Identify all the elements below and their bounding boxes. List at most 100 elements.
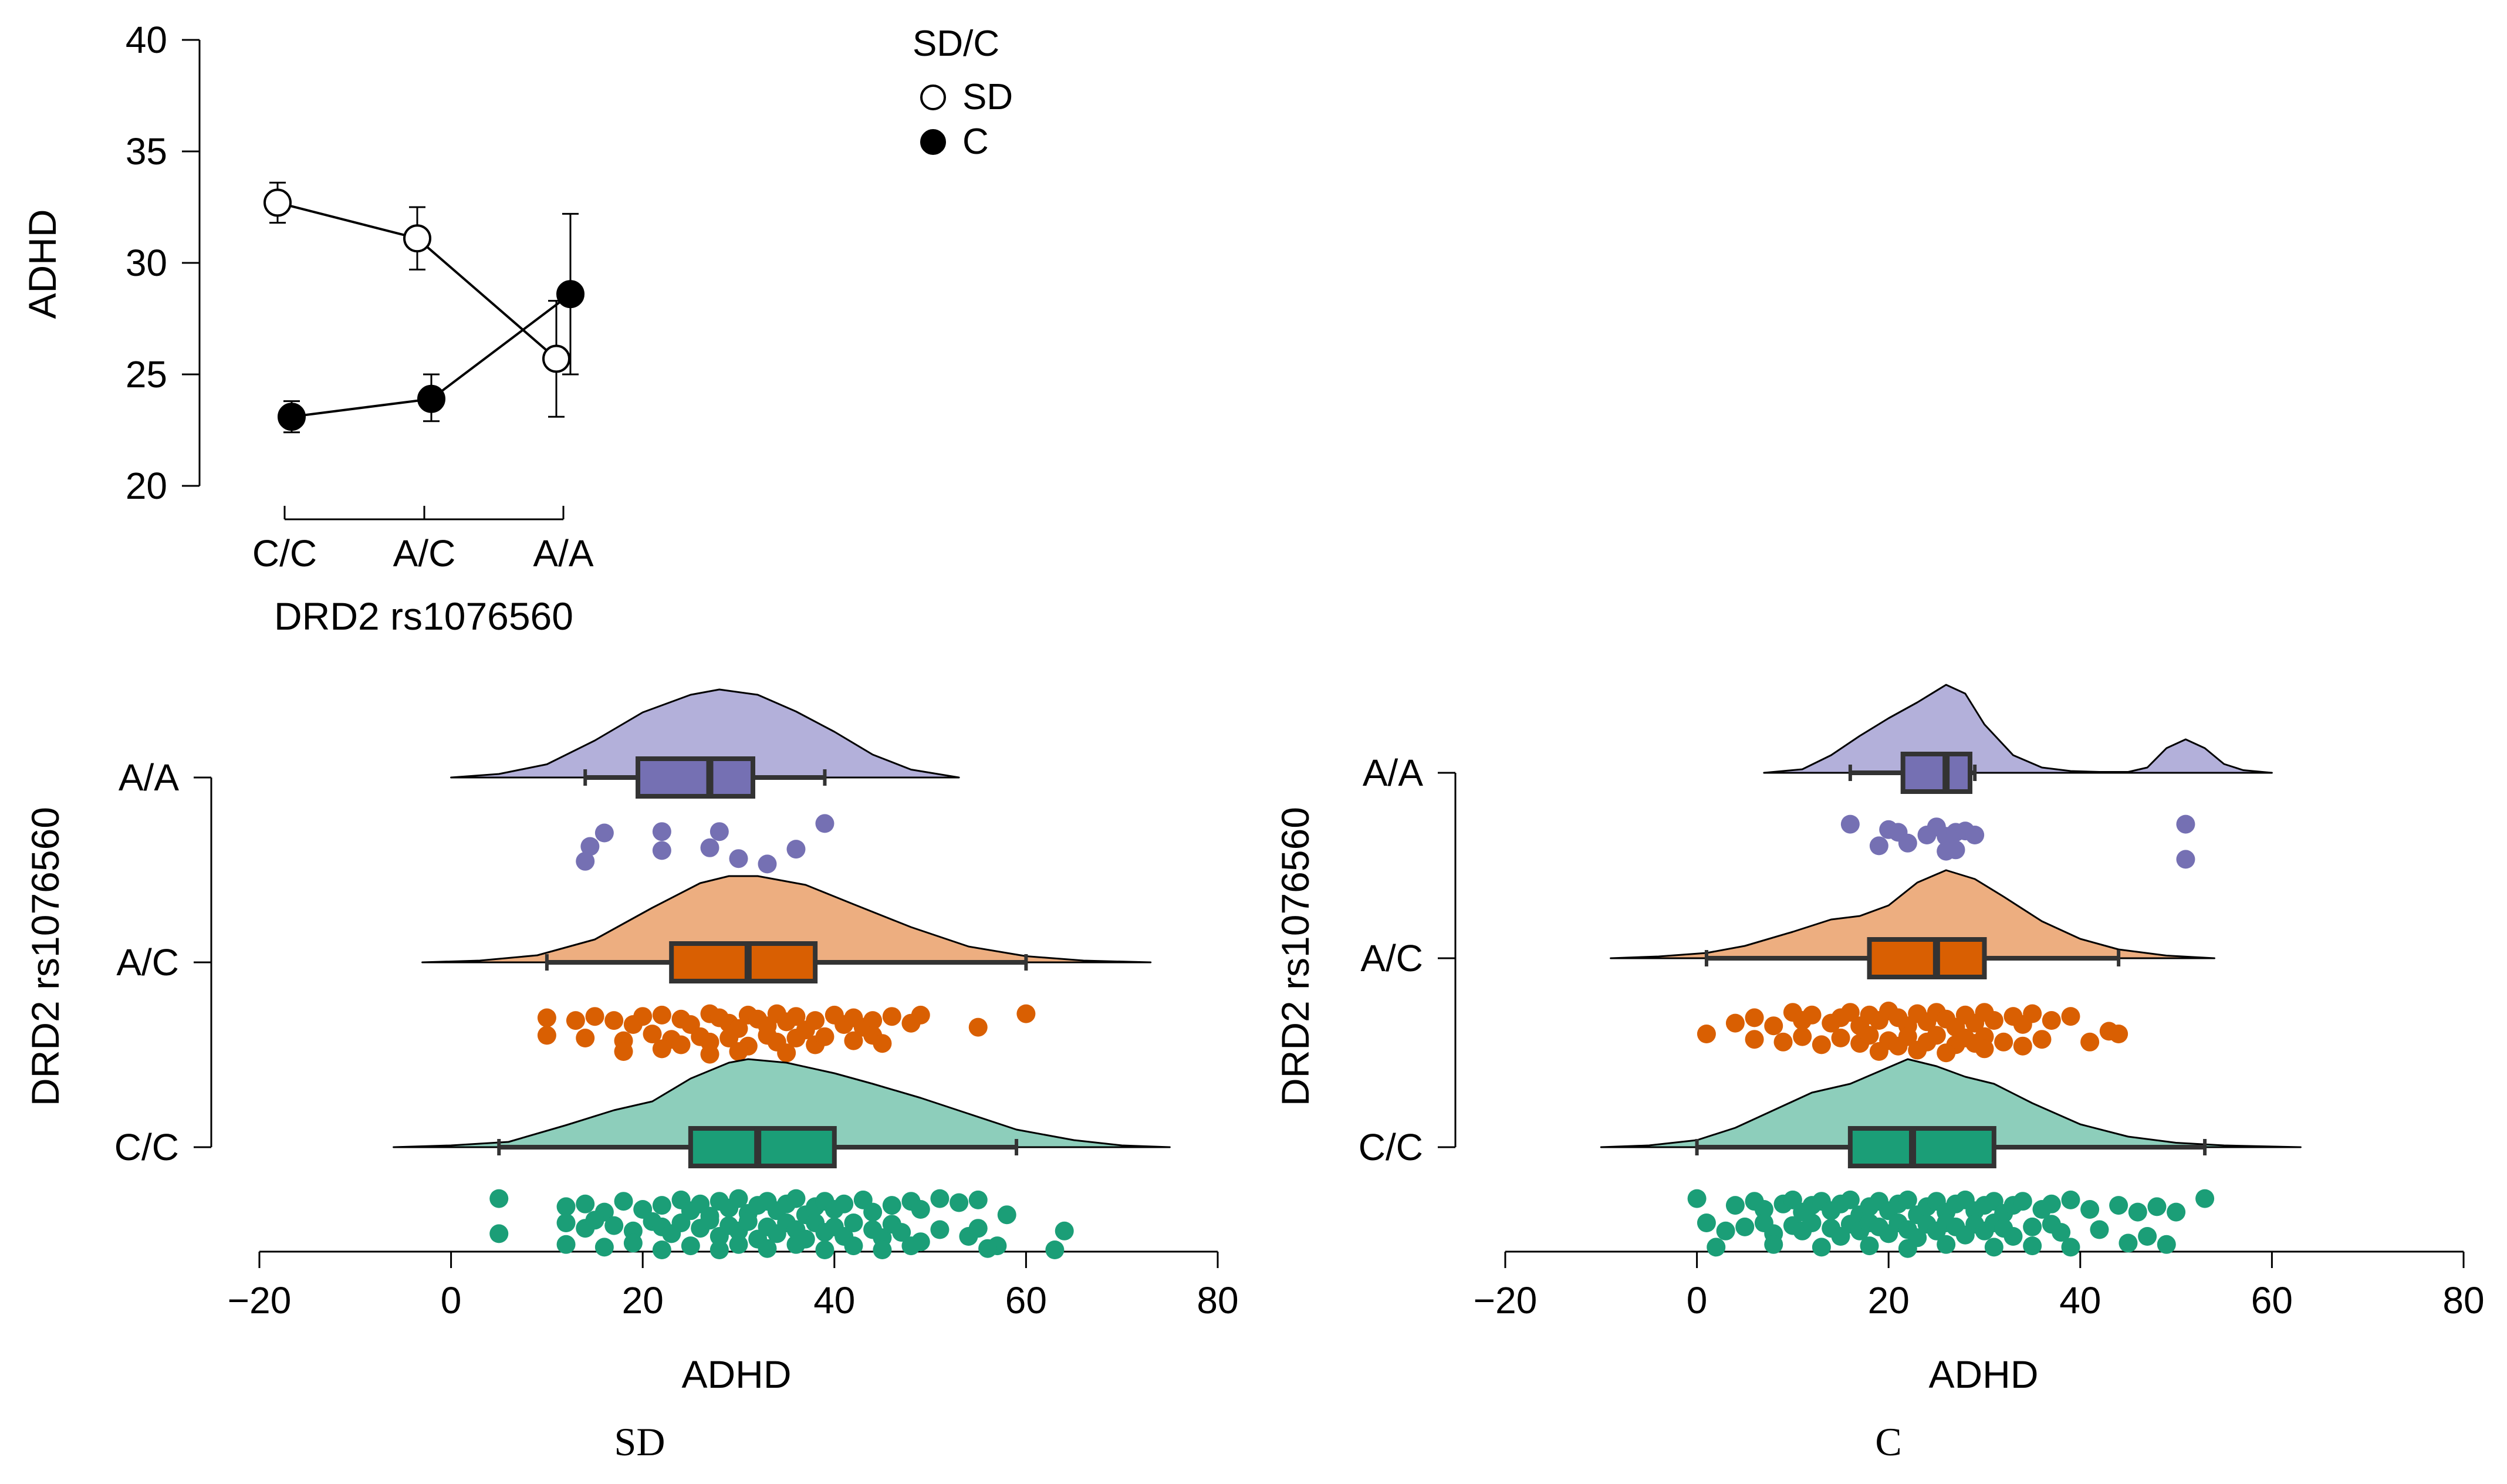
rain-point-ac <box>1860 1026 1879 1045</box>
rain-point-cc <box>2042 1194 2061 1213</box>
rain-point-cc <box>968 1219 988 1238</box>
rain-point-cc <box>1860 1236 1879 1256</box>
rain-point-ac <box>2042 1011 2061 1030</box>
raincloud-c: A/A A/C C/C −20 0 20 40 60 80 DRD2 rs1076560 AD… <box>1273 684 2485 1464</box>
box-ac <box>669 941 818 983</box>
rain-point-ac <box>537 1026 556 1045</box>
rain-point-cc <box>1055 1221 1074 1240</box>
rain-point-aa <box>594 823 614 843</box>
rain-point-ac <box>2032 1030 2052 1049</box>
rain-point-cc <box>556 1235 576 1254</box>
y-tick-label: A/C <box>1360 937 1423 979</box>
raincloud-sd-y-label: DRD2 rs1076560 <box>23 807 67 1106</box>
box-cc <box>1847 1126 1996 1168</box>
panel-label-sd: SD <box>614 1419 665 1464</box>
rain-point-cc <box>1754 1200 1773 1219</box>
rain-point-cc <box>594 1238 614 1257</box>
rain-point-cc <box>700 1211 719 1230</box>
rain-point-cc <box>652 1196 671 1215</box>
rain-point-ac <box>576 1029 595 1047</box>
rain-point-cc <box>911 1200 930 1219</box>
y-tick-label: 20 <box>126 465 167 507</box>
x-tick-label: A/C <box>393 532 456 574</box>
rain-point-cc <box>1716 1221 1735 1240</box>
rain-point-cc <box>1984 1238 2003 1257</box>
rain-point-ac <box>643 1025 662 1044</box>
data-point-sd <box>542 344 570 373</box>
rain-point-ac <box>968 1017 988 1037</box>
rain-point-ac <box>537 1008 556 1027</box>
rain-point-aa <box>758 854 777 874</box>
rain-point-cc <box>729 1235 748 1254</box>
rain-point-aa <box>700 838 719 857</box>
rain-point-ac <box>1745 1030 1764 1049</box>
rain-point-cc <box>930 1220 950 1239</box>
x-tick-label: 80 <box>1197 1279 1238 1321</box>
raincloud-sd-groups <box>393 688 1171 1259</box>
rain-point-ac <box>1908 1040 1927 1060</box>
rain-point-cc <box>968 1190 988 1209</box>
rain-point-aa <box>729 849 748 868</box>
y-tick-label: 40 <box>126 19 167 61</box>
rain-point-cc <box>729 1189 748 1208</box>
rain-point-cc <box>2128 1202 2147 1222</box>
raincloud-sd-x-label: ADHD <box>681 1353 791 1396</box>
rain-point-ac <box>1745 1008 1764 1027</box>
rain-point-ac <box>566 1011 585 1030</box>
rain-point-aa <box>1946 840 1965 860</box>
rain-point-ac <box>882 1007 901 1026</box>
rain-point-cc <box>758 1239 777 1258</box>
rain-point-cc <box>652 1240 671 1259</box>
rain-point-cc <box>1937 1235 1956 1254</box>
rain-point-cc <box>882 1196 901 1215</box>
rain-point-ac <box>1984 1011 2003 1030</box>
rain-point-cc <box>1898 1190 1917 1209</box>
x-tick-label: −20 <box>1474 1279 1538 1321</box>
x-tick-label: 0 <box>441 1279 462 1321</box>
rain-point-ac <box>1937 1043 1956 1063</box>
rain-point-ac <box>633 1007 653 1026</box>
density-cloud-aa <box>1763 684 2273 774</box>
rain-point-cc <box>556 1197 576 1216</box>
y-tick-label: A/C <box>116 941 179 983</box>
y-tick-label: C/C <box>114 1126 179 1168</box>
interaction-y-label: ADHD <box>21 209 64 319</box>
rain-point-cc <box>2138 1227 2157 1246</box>
rain-point-cc <box>614 1192 633 1211</box>
y-tick-label: 30 <box>126 242 167 284</box>
rain-point-ac <box>2023 1004 2042 1023</box>
y-tick-label: 35 <box>126 130 167 173</box>
rain-point-cc <box>2080 1200 2100 1219</box>
density-cloud-ac <box>1610 869 2215 959</box>
rain-point-cc <box>738 1212 758 1231</box>
rain-point-cc <box>863 1202 883 1222</box>
rain-point-cc <box>623 1233 643 1253</box>
rain-point-ac <box>2080 1032 2100 1052</box>
rain-point-ac <box>1764 1016 1783 1036</box>
raincloud-c-y-axis: A/A A/C C/C <box>1359 752 1457 1168</box>
x-tick-label: 20 <box>1868 1279 1910 1321</box>
y-tick-label: A/A <box>119 756 179 799</box>
rain-point-cc <box>2109 1196 2128 1215</box>
rain-point-ac <box>911 1005 930 1025</box>
raincloud-c-x-label: ADHD <box>1928 1353 2038 1396</box>
data-point-sd <box>263 188 292 217</box>
rain-point-cc <box>1802 1213 1822 1232</box>
density-cloud-cc <box>393 1058 1171 1148</box>
x-tick-label: 20 <box>622 1279 664 1321</box>
rain-point-cc <box>786 1189 806 1208</box>
rain-point-cc <box>815 1240 834 1259</box>
panel-label-c: C <box>1875 1419 1901 1464</box>
rain-point-cc <box>834 1194 854 1213</box>
rain-point-cc <box>2052 1223 2071 1242</box>
rain-point-ac <box>1840 1003 1860 1022</box>
rain-point-cc <box>604 1216 624 1235</box>
rain-point-ac <box>806 1011 825 1030</box>
interaction-y-axis: 20 25 30 35 40 <box>126 19 201 507</box>
x-tick-label: 0 <box>1687 1279 1708 1321</box>
interaction-x-label: DRD2 rs1076560 <box>274 594 573 638</box>
rain-point-cc <box>2147 1197 2167 1216</box>
rain-point-ac <box>652 1039 671 1059</box>
box-aa <box>636 756 755 799</box>
rain-point-cc <box>2003 1227 2023 1246</box>
